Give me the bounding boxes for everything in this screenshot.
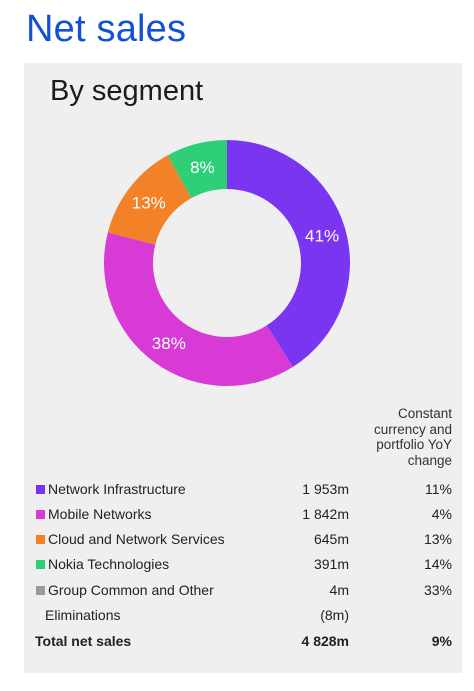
- yoy-change-column-header: Constant currency and portfolio YoY chan…: [373, 406, 452, 468]
- chart-panel: By segment 41% 38% 13% 8% Constant currency…: [24, 63, 462, 673]
- segment-change: 11%: [425, 481, 452, 497]
- segment-change: 4%: [431, 506, 452, 522]
- segment-label: Cloud and Network Services: [48, 531, 225, 547]
- segment-value: 645m: [313, 531, 349, 547]
- total-label: Total net sales: [35, 633, 132, 649]
- slice-label-nokia-technologies: 8%: [190, 158, 215, 177]
- segment-label: Network Infrastructure: [48, 481, 186, 497]
- legend-swatch: [36, 510, 45, 519]
- segment-value: 4m: [329, 582, 349, 598]
- table-row-eliminations: Eliminations (8m): [24, 606, 462, 628]
- legend-swatch: [36, 586, 45, 595]
- donut-slice-network-infrastructure: [227, 140, 350, 367]
- table-row-network-infrastructure: Network Infrastructure 1 953m 11%: [24, 480, 462, 502]
- legend-swatch: [36, 535, 45, 544]
- table-row-total: Total net sales 4 828m 9%: [24, 632, 462, 654]
- panel-title: By segment: [50, 75, 204, 107]
- donut-slice-cloud-network-services: [107, 155, 192, 245]
- donut-slice-mobile-networks: [104, 232, 293, 386]
- table-row-cloud-network-services: Cloud and Network Services 645m 13%: [24, 530, 462, 552]
- table-row-group-common-other: Group Common and Other 4m 33%: [24, 581, 462, 603]
- segment-label: Mobile Networks: [48, 506, 152, 522]
- table-row-mobile-networks: Mobile Networks 1 842m 4%: [24, 505, 462, 527]
- segment-label: Eliminations: [45, 607, 121, 623]
- slice-label-network-infrastructure: 41%: [305, 226, 339, 245]
- page-title: Net sales: [26, 8, 187, 50]
- donut-chart: 41% 38% 13% 8%: [104, 140, 350, 386]
- slice-label-cloud-network-services: 13%: [132, 193, 166, 212]
- table-row-nokia-technologies: Nokia Technologies 391m 14%: [24, 555, 462, 577]
- segment-label: Group Common and Other: [48, 582, 214, 598]
- segment-value: 1 953m: [302, 481, 349, 497]
- donut-slice-nokia-technologies: [167, 140, 227, 199]
- segment-change: 33%: [423, 582, 452, 598]
- slice-label-mobile-networks: 38%: [152, 334, 186, 353]
- total-change: 9%: [431, 633, 452, 649]
- segment-value: (8m): [320, 607, 349, 623]
- segment-change: 13%: [423, 531, 452, 547]
- segment-label: Nokia Technologies: [48, 556, 170, 572]
- legend-swatch: [36, 485, 45, 494]
- segment-change: 14%: [423, 556, 452, 572]
- segment-value: 391m: [313, 556, 349, 572]
- segment-value: 1 842m: [302, 506, 349, 522]
- total-value: 4 828m: [301, 633, 349, 649]
- legend-swatch: [36, 560, 45, 569]
